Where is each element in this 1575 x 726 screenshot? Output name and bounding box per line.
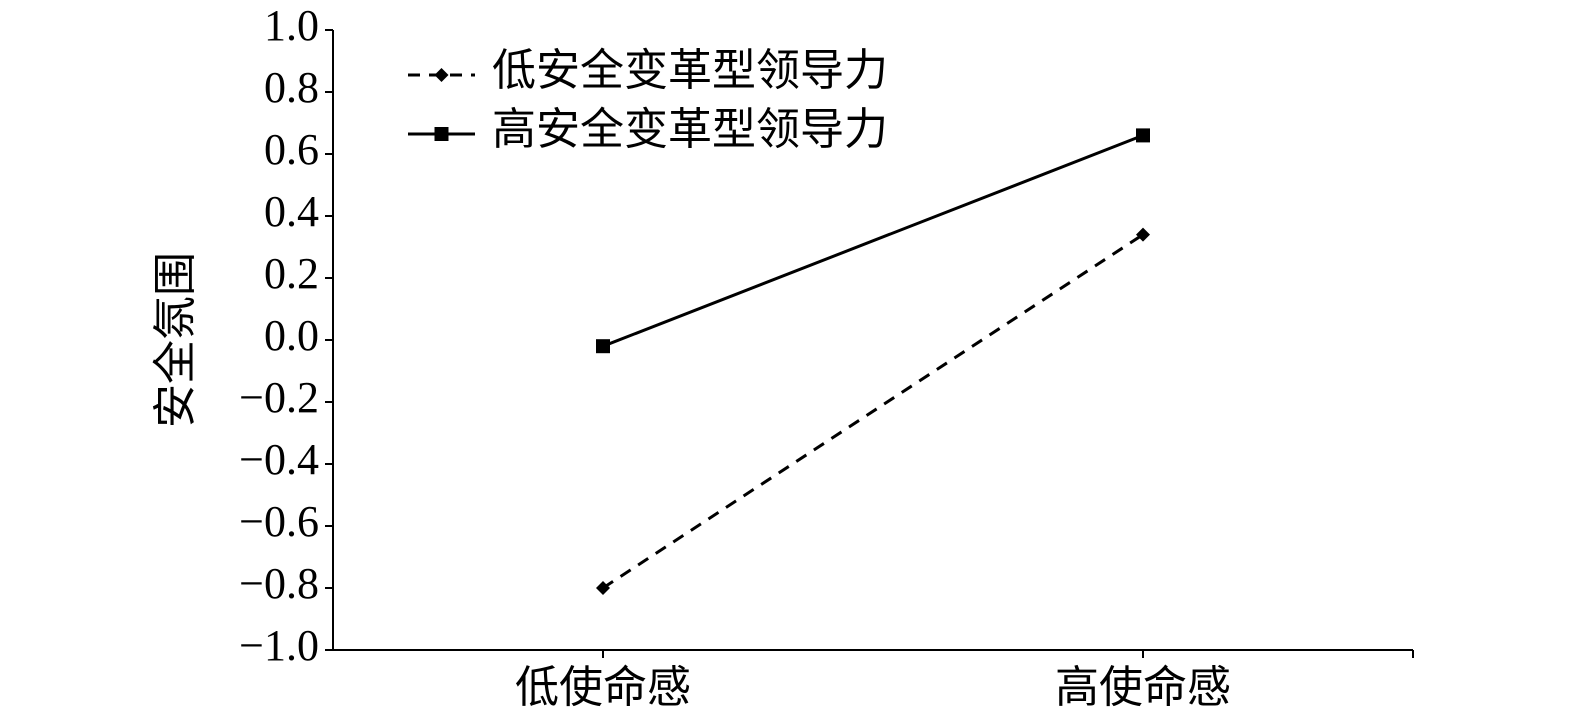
series-line — [602, 233, 1144, 590]
y-tick-label: 0.4 — [264, 187, 319, 236]
y-tick-label: −0.6 — [239, 497, 319, 546]
data-point — [1136, 128, 1150, 143]
y-tick-label: −0.8 — [239, 559, 319, 608]
legend-label: 低安全变革型领导力 — [492, 46, 888, 95]
x-tick-label: 高使命感 — [1055, 663, 1231, 712]
y-tick-label: 0.0 — [264, 311, 319, 360]
y-tick-label: −1.0 — [239, 621, 319, 670]
y-tick-label: 0.6 — [264, 125, 319, 174]
y-axis-label: 安全氛围 — [151, 252, 200, 428]
x-tick-label: 低使命感 — [515, 663, 691, 712]
data-point — [1136, 227, 1150, 242]
y-tick-label: 0.2 — [264, 249, 319, 298]
data-point — [596, 339, 610, 354]
data-point — [596, 581, 610, 595]
y-tick-label: −0.2 — [239, 373, 319, 422]
y-tick-label: 0.8 — [264, 63, 319, 112]
y-tick-label: −0.4 — [239, 435, 319, 484]
legend-marker — [434, 68, 449, 82]
series-line — [602, 134, 1144, 348]
y-tick-label: 1.0 — [264, 1, 319, 50]
legend-label: 高安全变革型领导力 — [492, 105, 888, 154]
legend-marker — [434, 127, 449, 141]
